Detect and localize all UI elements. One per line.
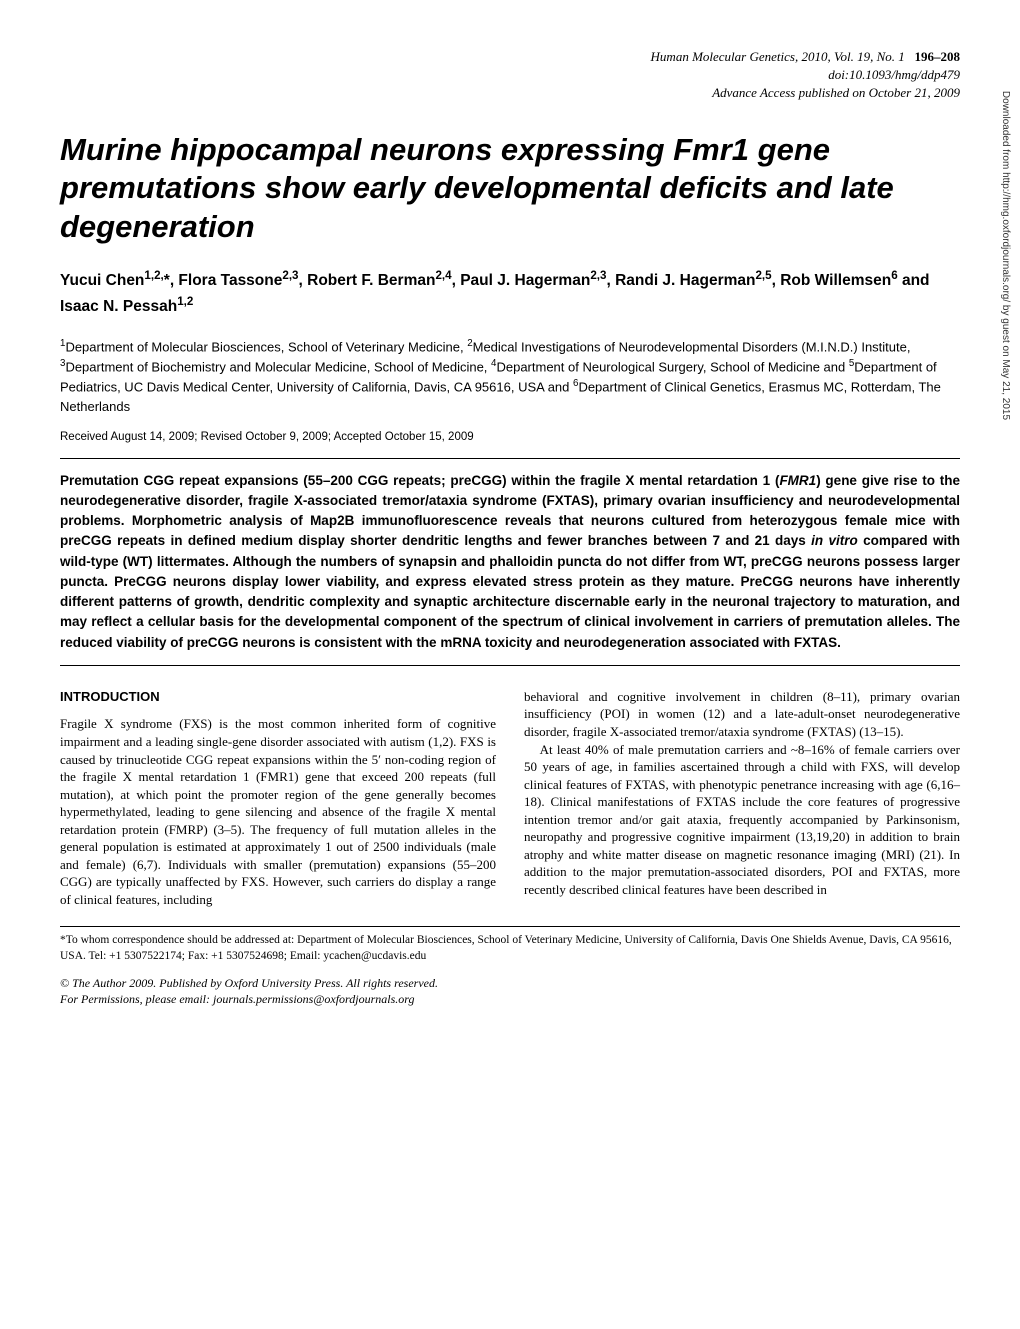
abstract: Premutation CGG repeat expansions (55–20…	[60, 471, 960, 653]
copyright-line-1: © The Author 2009. Published by Oxford U…	[60, 976, 438, 990]
copyright-block: © The Author 2009. Published by Oxford U…	[60, 975, 960, 1009]
affiliations: 1Department of Molecular Biosciences, Sc…	[60, 337, 960, 416]
rule-bottom	[60, 665, 960, 666]
article-dates: Received August 14, 2009; Revised Octobe…	[60, 430, 960, 446]
copyright-line-2: For Permissions, please email: journals.…	[60, 992, 415, 1006]
article-title: Murine hippocampal neurons expressing Fm…	[60, 131, 960, 247]
journal-citation: Human Molecular Genetics, 2010, Vol. 19,…	[651, 49, 905, 64]
advance-access-date: Advance Access published on October 21, …	[712, 85, 960, 100]
intro-paragraph-2: behavioral and cognitive involvement in …	[524, 688, 960, 741]
page-range: 196–208	[915, 49, 961, 64]
introduction-heading: INTRODUCTION	[60, 688, 496, 706]
body-columns: INTRODUCTION Fragile X syndrome (FXS) is…	[60, 688, 960, 909]
intro-paragraph-1: Fragile X syndrome (FXS) is the most com…	[60, 715, 496, 908]
download-watermark: Downloaded from http://hmg.oxfordjournal…	[999, 91, 1013, 420]
corresponding-author-footnote: *To whom correspondence should be addres…	[60, 933, 960, 964]
footnote-separator	[60, 926, 960, 927]
author-list: Yucui Chen1,2,*, Flora Tassone2,3, Rober…	[60, 267, 960, 319]
intro-paragraph-3: At least 40% of male premutation carrier…	[524, 741, 960, 899]
journal-header: Human Molecular Genetics, 2010, Vol. 19,…	[60, 48, 960, 103]
rule-top	[60, 458, 960, 459]
doi: doi:10.1093/hmg/ddp479	[828, 67, 960, 82]
